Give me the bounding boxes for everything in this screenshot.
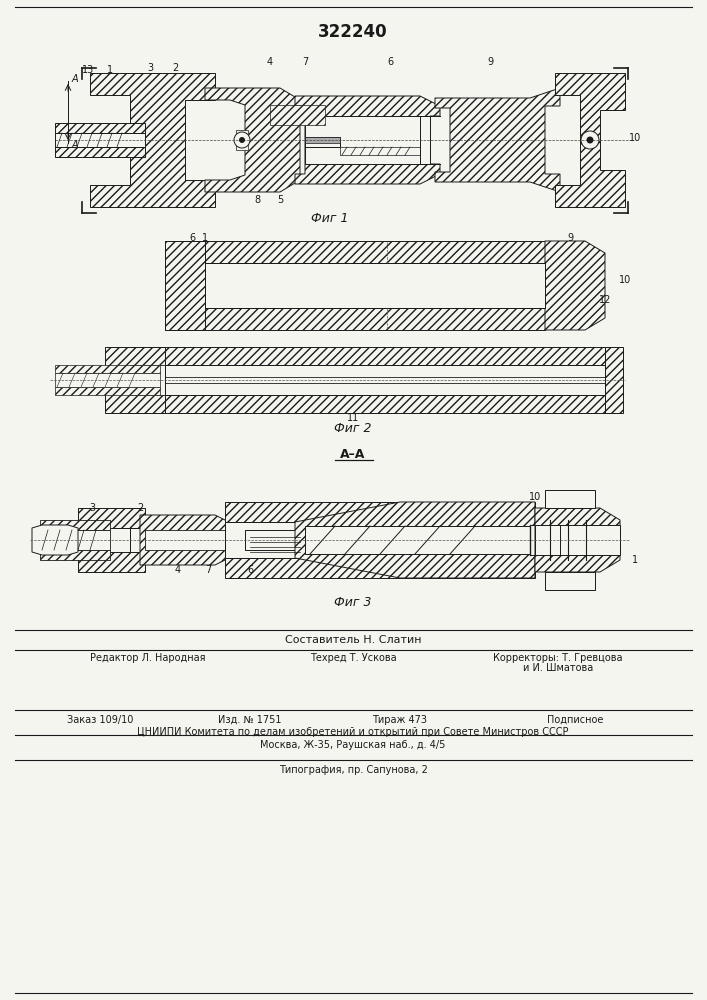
Text: 7: 7	[302, 57, 308, 67]
Bar	[40, 550, 110, 560]
Bar	[535, 525, 620, 555]
Text: 12: 12	[599, 295, 611, 305]
Bar	[270, 105, 325, 125]
Polygon shape	[78, 508, 145, 572]
Bar	[105, 347, 165, 413]
Bar	[305, 116, 430, 164]
Text: 2: 2	[172, 63, 178, 73]
Bar	[305, 526, 535, 554]
Bar	[225, 502, 535, 522]
Polygon shape	[295, 96, 440, 184]
Text: 8: 8	[254, 195, 260, 205]
Text: 9: 9	[567, 233, 573, 243]
Bar	[165, 241, 545, 263]
Text: 10: 10	[529, 492, 541, 502]
Bar	[225, 522, 535, 558]
Polygon shape	[205, 88, 300, 192]
Text: 1: 1	[107, 65, 113, 75]
Bar	[130, 395, 605, 413]
Text: Типография, пр. Сапунова, 2: Типография, пр. Сапунова, 2	[279, 765, 428, 775]
Bar	[245, 530, 305, 550]
Polygon shape	[140, 515, 235, 565]
Text: Техред Т. Ускова: Техред Т. Ускова	[310, 653, 397, 663]
Bar	[545, 572, 595, 590]
Text: Фиг 2: Фиг 2	[334, 422, 372, 434]
Text: Редактор Л. Народная: Редактор Л. Народная	[90, 653, 206, 663]
Text: 1: 1	[202, 233, 208, 243]
Bar	[165, 308, 545, 330]
Text: ЦНИИПИ Комитета по делам изобретений и открытий при Совете Министров СССР: ЦНИИПИ Комитета по делам изобретений и о…	[137, 727, 568, 737]
Circle shape	[581, 131, 599, 149]
Text: 6: 6	[387, 57, 393, 67]
Text: A: A	[71, 140, 78, 150]
Bar	[55, 147, 145, 157]
Bar	[305, 137, 340, 143]
Bar	[205, 263, 545, 308]
Text: 6: 6	[189, 233, 195, 243]
Text: Фиг 3: Фиг 3	[334, 595, 372, 608]
Text: 13: 13	[82, 65, 94, 75]
Text: 1: 1	[632, 555, 638, 565]
Text: Заказ 109/10: Заказ 109/10	[67, 715, 133, 725]
Bar	[130, 347, 605, 365]
Text: 10: 10	[619, 275, 631, 285]
Bar	[530, 525, 560, 555]
Bar	[55, 123, 145, 133]
Bar	[340, 147, 420, 155]
Text: 11: 11	[347, 413, 359, 423]
Text: 4: 4	[267, 57, 273, 67]
Polygon shape	[165, 241, 205, 330]
Text: 9: 9	[487, 57, 493, 67]
Circle shape	[234, 132, 250, 148]
Text: Фиг 1: Фиг 1	[311, 212, 349, 225]
Text: Подписное: Подписное	[547, 715, 603, 725]
Polygon shape	[90, 73, 215, 207]
Bar	[93, 528, 130, 552]
Bar	[55, 133, 145, 147]
Circle shape	[587, 136, 593, 143]
Bar	[55, 373, 160, 387]
Bar	[545, 490, 595, 508]
Bar	[145, 530, 225, 550]
Bar	[236, 130, 248, 150]
Text: Москва, Ж-35, Раушская наб., д. 4/5: Москва, Ж-35, Раушская наб., д. 4/5	[260, 740, 445, 750]
Polygon shape	[555, 73, 625, 207]
Text: А–А: А–А	[340, 448, 366, 462]
Bar	[55, 365, 160, 373]
Polygon shape	[545, 241, 605, 330]
Polygon shape	[535, 508, 620, 572]
Polygon shape	[295, 502, 535, 578]
Polygon shape	[435, 88, 560, 192]
Text: Тираж 473: Тираж 473	[373, 715, 428, 725]
Bar	[40, 520, 110, 530]
Bar	[55, 387, 160, 395]
Text: A: A	[71, 74, 78, 84]
Text: 3: 3	[147, 63, 153, 73]
Text: 3: 3	[89, 503, 95, 513]
Text: Составитель Н. Слатин: Составитель Н. Слатин	[285, 635, 421, 645]
Circle shape	[239, 137, 245, 143]
Text: и И. Шматова: и И. Шматова	[523, 663, 593, 673]
Text: 2: 2	[137, 503, 143, 513]
Bar	[605, 347, 623, 413]
Text: Корректоры: Т. Гревцова: Корректоры: Т. Гревцова	[493, 653, 623, 663]
Bar	[305, 137, 340, 147]
Polygon shape	[32, 525, 78, 555]
Bar	[165, 365, 605, 395]
Text: Изд. № 1751: Изд. № 1751	[218, 715, 282, 725]
Text: 6: 6	[247, 565, 253, 575]
Text: 4: 4	[175, 565, 181, 575]
Text: 7: 7	[205, 565, 211, 575]
Text: 5: 5	[277, 195, 283, 205]
Bar	[225, 558, 535, 578]
Text: 322240: 322240	[318, 23, 388, 41]
Bar	[130, 365, 165, 395]
Text: 10: 10	[629, 133, 641, 143]
Bar	[40, 530, 110, 550]
